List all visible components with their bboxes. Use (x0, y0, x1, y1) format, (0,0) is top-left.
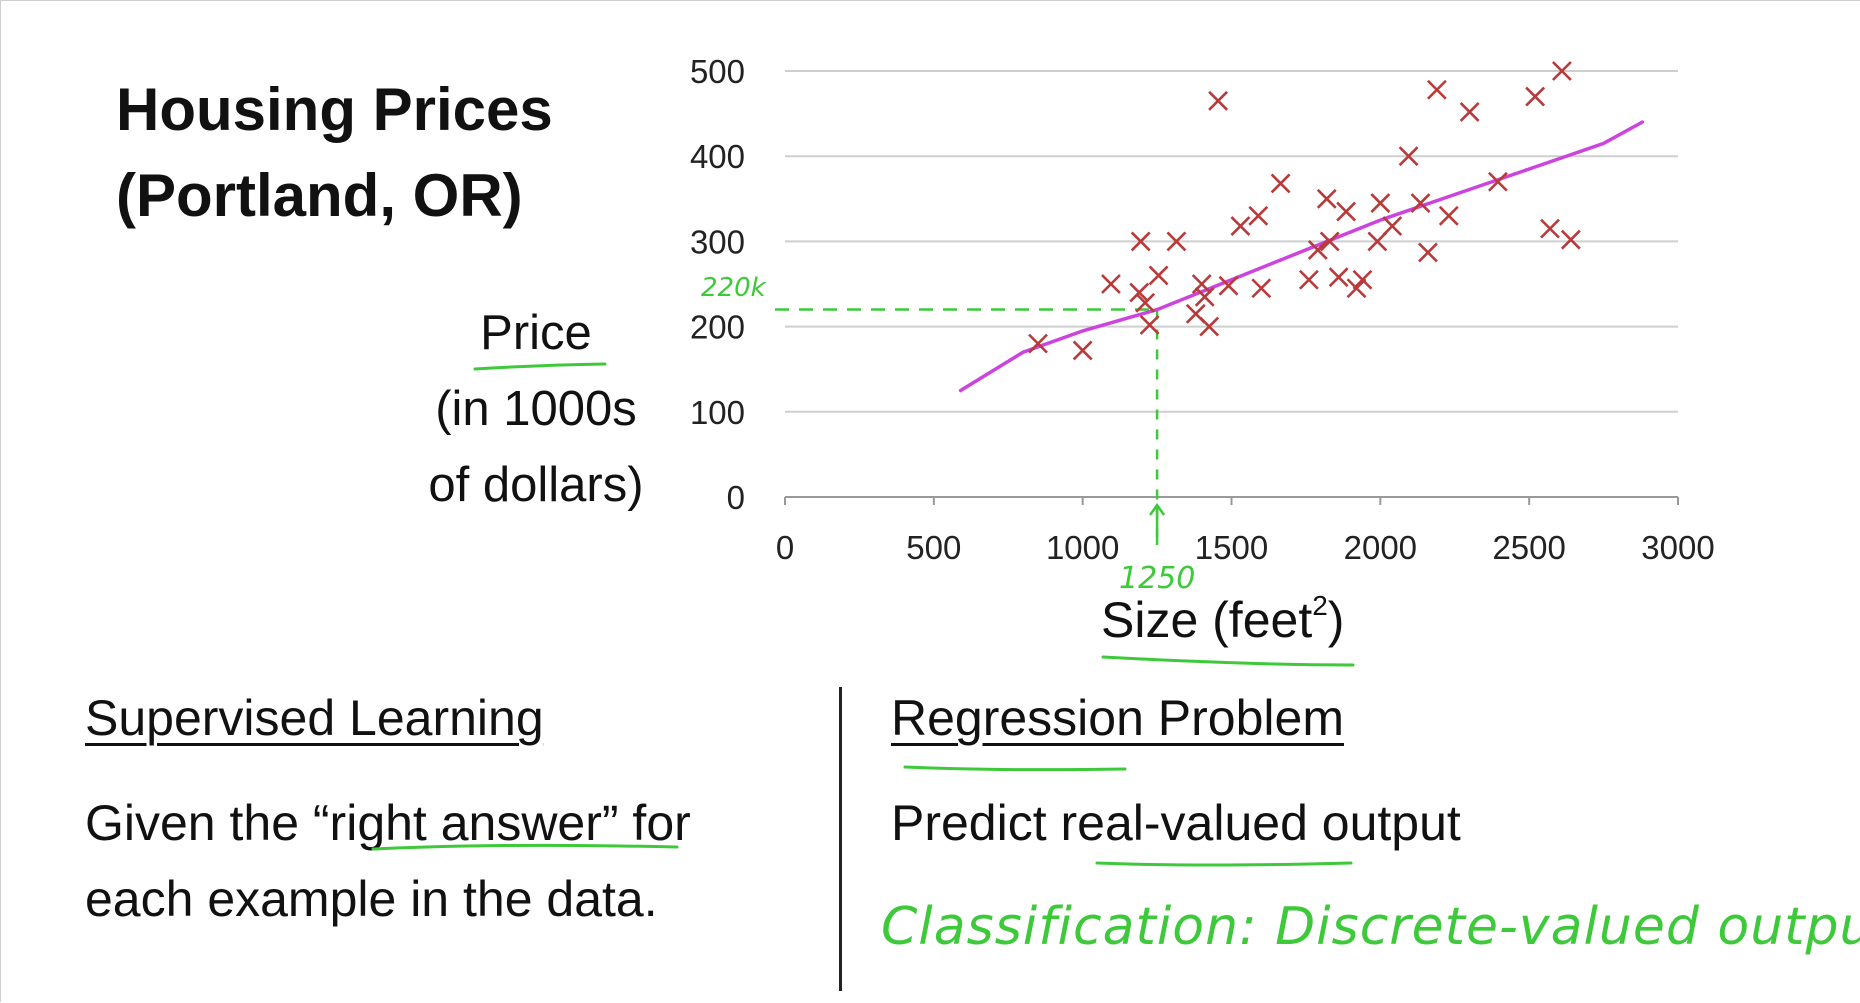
x-tick-label: 1000 (1046, 529, 1119, 566)
data-point (1298, 269, 1319, 290)
data-point (1191, 274, 1212, 294)
y-axis-label-line-3: of dollars) (428, 458, 644, 512)
data-point (1130, 231, 1151, 252)
left-body-line-2: each example in the data. (85, 871, 658, 927)
data-point (1319, 231, 1340, 252)
left-heading: Supervised Learning (85, 690, 544, 746)
data-point (1525, 86, 1546, 107)
data-point (1218, 275, 1239, 296)
right-heading: Regression Problem (891, 690, 1344, 746)
left-body-line-1: Given the “right answer” for (85, 795, 691, 851)
y-tick-label: 400 (690, 138, 745, 175)
column-divider (839, 687, 842, 991)
data-point (1560, 229, 1581, 250)
x-axis-label-close: ) (1327, 592, 1345, 648)
data-point (1426, 79, 1447, 100)
data-point (1418, 242, 1438, 263)
data-point (1230, 216, 1251, 236)
data-point (1382, 216, 1403, 236)
annotation-y-value: 220k (701, 273, 766, 303)
handwritten-note: Classification: Discrete-valued output (881, 897, 1860, 957)
price-underline (473, 362, 607, 371)
data-point (1438, 205, 1459, 226)
size-underline (1101, 655, 1355, 667)
data-point (1336, 201, 1357, 222)
data-point (1194, 286, 1215, 307)
data-point (1370, 193, 1391, 213)
data-point (1208, 90, 1229, 111)
y-tick-label: 0 (727, 479, 745, 516)
fit-line (958, 120, 1645, 393)
data-point (1328, 267, 1349, 288)
data-point (1072, 340, 1093, 361)
data-point (1166, 231, 1187, 252)
data-point (1540, 218, 1560, 239)
data-point (1248, 205, 1269, 226)
x-tick-label: 2000 (1344, 529, 1417, 566)
data-point (1346, 278, 1367, 299)
x-tick-label: 1500 (1195, 529, 1268, 566)
regression-underline (903, 765, 1127, 772)
y-axis-label-line-1: Price (480, 306, 592, 360)
y-tick-label: 100 (690, 394, 745, 431)
slide-title: Housing Prices (Portland, OR) (116, 76, 553, 229)
data-point (1101, 274, 1121, 294)
data-point (1398, 146, 1419, 167)
data-point (1551, 61, 1572, 81)
y-tick-label: 300 (690, 223, 745, 260)
x-axis-label-text: Size (feet (1101, 592, 1313, 648)
data-point (1410, 193, 1431, 213)
y-tick-label: 500 (690, 53, 745, 90)
data-point (1459, 101, 1480, 122)
data-point (1148, 265, 1169, 286)
x-tick-label: 2500 (1492, 529, 1565, 566)
right-body: Predict real-valued output (891, 795, 1461, 851)
data-point (1135, 292, 1156, 313)
real-valued-underline (1095, 861, 1353, 867)
x-tick-label: 0 (776, 529, 794, 566)
data-point (1367, 231, 1388, 252)
y-axis-label-line-2: (in 1000s (435, 382, 637, 436)
data-point (1352, 269, 1373, 290)
x-tick-label: 3000 (1641, 529, 1714, 566)
data-point (1251, 278, 1272, 299)
x-axis-label: Size (feet2) (1101, 590, 1345, 649)
data-point (1487, 171, 1508, 192)
y-axis-label: Price (in 1000s of dollars) (401, 295, 671, 523)
annotation-x-value: 1250 (1119, 561, 1196, 596)
x-tick-label: 500 (906, 529, 961, 566)
data-point (1129, 282, 1150, 303)
right-answer-underline (371, 843, 679, 851)
data-point (1307, 240, 1328, 260)
data-point (1199, 316, 1220, 337)
data-point (1139, 314, 1160, 335)
data-point (1270, 173, 1291, 194)
annotation-arrow (1149, 502, 1166, 545)
data-point (1316, 188, 1337, 209)
y-tick-label: 200 (690, 309, 745, 346)
data-point (1028, 333, 1048, 354)
x-axis-label-superscript: 2 (1312, 590, 1328, 622)
